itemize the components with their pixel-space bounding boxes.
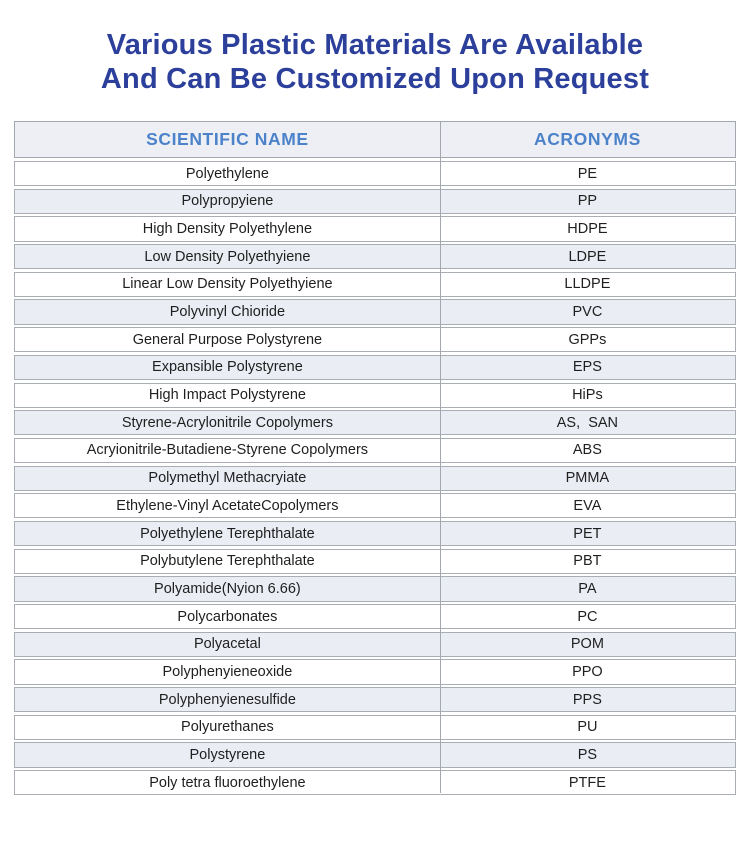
table-row: Poly tetra fluoroethylene PTFE xyxy=(14,770,736,796)
table-row: Polyphenyieneoxide PPO xyxy=(14,659,736,685)
material-name: High Impact Polystyrene xyxy=(148,387,306,404)
material-name: Acryionitrile-Butadiene-Styrene Copolyme… xyxy=(86,442,369,459)
material-acronym: PBT xyxy=(573,553,602,570)
material-name: Polycarbonates xyxy=(177,608,278,625)
material-acronym: PS xyxy=(577,747,598,764)
material-name: Polyethylene Terephthalate xyxy=(140,525,315,542)
material-name: Polystyrene xyxy=(189,747,266,764)
table-row: High Impact Polystyrene HiPs xyxy=(14,382,736,408)
material-acronym: LLDPE xyxy=(564,276,611,293)
table-row: Polyacetal POM xyxy=(14,631,736,657)
material-name: Low Density Polyethyiene xyxy=(144,248,311,265)
table-row: Polycarbonates PC xyxy=(14,604,736,630)
material-acronym: GPPs xyxy=(568,331,607,348)
material-acronym: POM xyxy=(570,636,604,653)
material-name: Polyurethanes xyxy=(181,719,274,736)
column-divider xyxy=(439,121,441,793)
page-title-line-2: And Can Be Customized Upon Request xyxy=(100,63,650,95)
material-name: Polyacetal xyxy=(193,636,261,653)
material-name: Linear Low Density Polyethyiene xyxy=(122,276,333,293)
table-row: Polyethylene Terephthalate PET xyxy=(14,520,736,547)
material-acronym: LDPE xyxy=(568,248,607,265)
material-acronym: PU xyxy=(577,719,598,736)
material-acronym: PTFE xyxy=(568,774,606,791)
table-row: Polybutylene Terephthalate PBT xyxy=(14,548,736,574)
material-acronym: PPS xyxy=(572,691,602,708)
material-name: Polypropyiene xyxy=(181,193,274,210)
material-acronym: PA xyxy=(578,580,597,597)
material-acronym: PE xyxy=(577,165,598,182)
column-header-scientific-name: SCIENTIFIC NAME xyxy=(146,129,309,149)
table-row: General Purpose Polystyrene GPPs xyxy=(14,327,736,353)
material-acronym: PPO xyxy=(572,663,603,680)
table-header-row: SCIENTIFIC NAME ACRONYMS xyxy=(14,121,736,158)
material-acronym: PC xyxy=(577,608,598,625)
material-name: Polyvinyl Chioride xyxy=(169,304,286,321)
material-acronym: HiPs xyxy=(572,387,603,404)
table-body: Polyethylene PE Polypropyiene PP High Dens… xyxy=(14,161,736,796)
table-row: Polypropyiene PP xyxy=(14,188,736,214)
material-name: Polyphenyienesulfide xyxy=(158,691,296,708)
table-row: Polystyrene PS xyxy=(14,742,736,768)
table-row: Polyurethanes PU xyxy=(14,714,736,740)
material-name: Polyethylene xyxy=(185,165,269,182)
material-acronym: HDPE xyxy=(567,220,608,237)
material-acronym: EPS xyxy=(572,359,602,376)
material-acronym: PET xyxy=(573,525,602,542)
table-row: Polyamide(Nyion 6.66) PA xyxy=(14,576,736,602)
table-row: Low Density Polyethyiene LDPE xyxy=(14,244,736,270)
material-name: Polybutylene Terephthalate xyxy=(140,553,315,570)
material-name: High Density Polyethylene xyxy=(142,220,313,237)
material-name: Styrene-Acrylonitrile Copolymers xyxy=(121,414,333,431)
material-name: General Purpose Polystyrene xyxy=(132,331,323,348)
material-acronym: PP xyxy=(577,193,598,210)
table-row: Styrene-Acrylonitrile Copolymers AS, SAN xyxy=(14,410,736,436)
material-acronym: PVC xyxy=(572,304,603,321)
material-name: Expansible Polystyrene xyxy=(152,359,303,376)
table-row: Polymethyl Methacryiate PMMA xyxy=(14,465,736,491)
material-acronym: AS, SAN xyxy=(556,414,619,431)
material-name: Polyamide(Nyion 6.66) xyxy=(154,580,301,597)
table-row: Expansible Polystyrene EPS xyxy=(14,354,736,380)
page-title: Various Plastic Materials Are Available A… xyxy=(10,28,740,96)
material-name: Polymethyl Methacryiate xyxy=(148,470,307,487)
table-row: Acryionitrile-Butadiene-Styrene Copolyme… xyxy=(14,437,736,464)
material-name: Ethylene-Vinyl AcetateCopolymers xyxy=(116,497,339,514)
material-name: Poly tetra fluoroethylene xyxy=(149,774,306,791)
table-row: Polyphenyienesulfide PPS xyxy=(14,687,736,713)
table-row: Ethylene-Vinyl AcetateCopolymers EVA xyxy=(14,493,736,519)
table-row: High Density Polyethylene HDPE xyxy=(14,216,736,242)
materials-table: SCIENTIFIC NAME ACRONYMS Polyethylene PE … xyxy=(14,121,736,796)
material-acronym: PMMA xyxy=(565,470,610,487)
table-row: Linear Low Density Polyethyiene LLDPE xyxy=(14,271,736,297)
table-row: Polyethylene PE xyxy=(14,161,736,187)
table-row: Polyvinyl Chioride PVC xyxy=(14,299,736,325)
material-acronym: ABS xyxy=(572,442,602,459)
column-header-acronyms: ACRONYMS xyxy=(533,129,641,149)
page-title-line-1: Various Plastic Materials Are Available xyxy=(106,29,644,61)
material-name: Polyphenyieneoxide xyxy=(162,663,293,680)
material-acronym: EVA xyxy=(573,497,602,514)
